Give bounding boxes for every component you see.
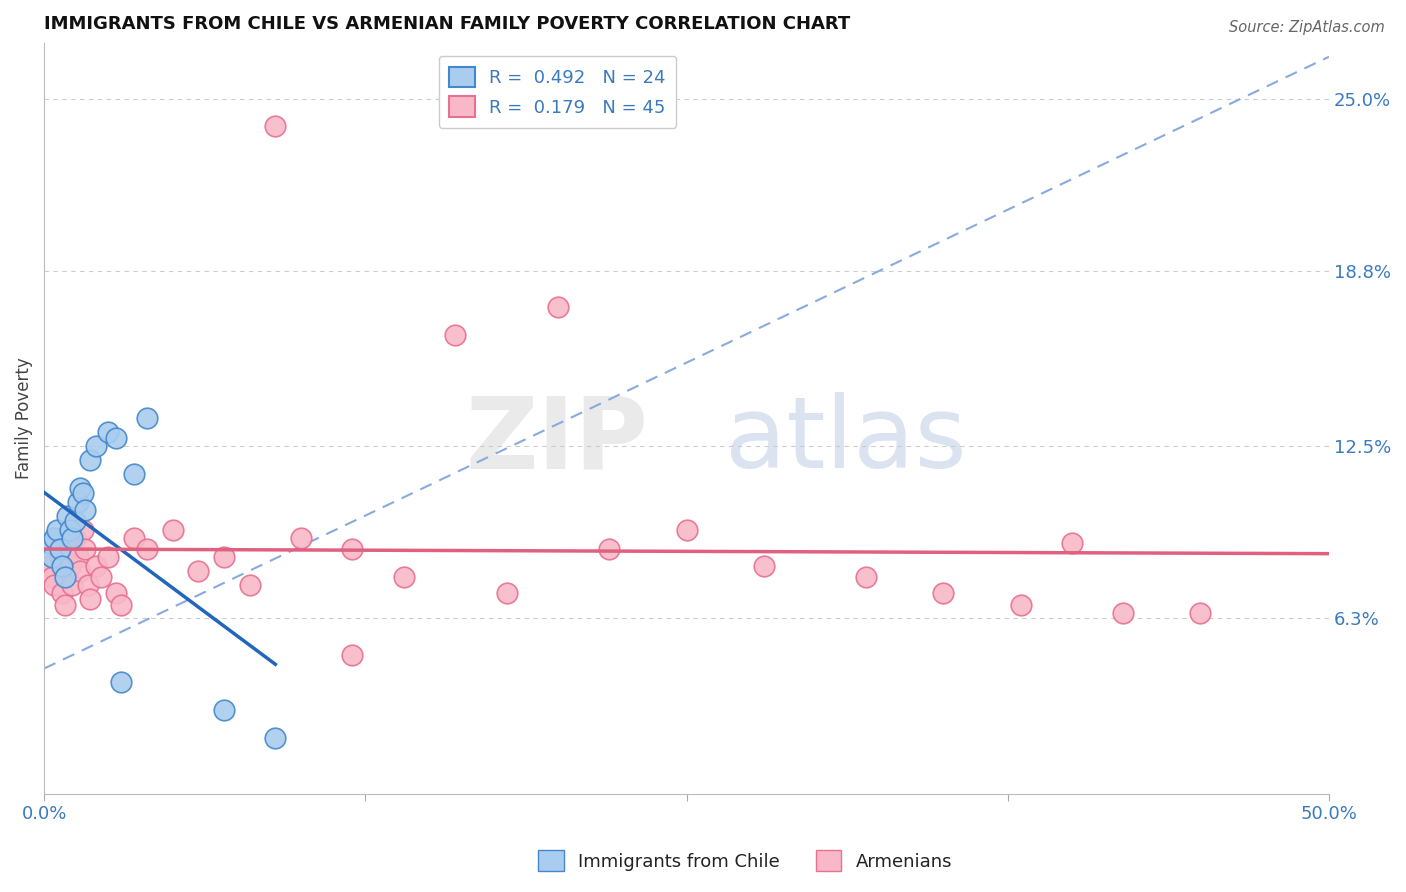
Point <box>105 431 128 445</box>
Point <box>212 550 235 565</box>
Point <box>264 120 287 134</box>
Point <box>1112 606 1135 620</box>
Y-axis label: Family Poverty: Family Poverty <box>15 358 32 479</box>
Point <box>122 467 145 481</box>
Point <box>79 592 101 607</box>
Point <box>264 731 287 745</box>
Point <box>110 675 132 690</box>
Point <box>239 578 262 592</box>
Point <box>162 523 184 537</box>
Point <box>547 300 569 314</box>
Point <box>41 550 63 565</box>
Point <box>53 598 76 612</box>
Point <box>97 550 120 565</box>
Text: Source: ZipAtlas.com: Source: ZipAtlas.com <box>1229 20 1385 35</box>
Legend: Immigrants from Chile, Armenians: Immigrants from Chile, Armenians <box>531 843 959 879</box>
Point <box>932 586 955 600</box>
Point <box>59 523 82 537</box>
Point <box>495 586 517 600</box>
Point <box>53 570 76 584</box>
Point <box>51 558 73 573</box>
Point <box>46 536 69 550</box>
Text: atlas: atlas <box>725 392 967 490</box>
Point <box>72 486 94 500</box>
Point <box>290 531 312 545</box>
Point <box>48 550 70 565</box>
Legend: R =  0.492   N = 24, R =  0.179   N = 45: R = 0.492 N = 24, R = 0.179 N = 45 <box>439 55 676 128</box>
Point <box>56 508 79 523</box>
Point <box>79 453 101 467</box>
Point <box>75 541 97 556</box>
Point <box>105 586 128 600</box>
Point <box>51 586 73 600</box>
Point <box>69 481 91 495</box>
Point <box>342 648 364 662</box>
Point <box>63 514 86 528</box>
Point <box>46 523 69 537</box>
Point <box>66 494 89 508</box>
Point <box>752 558 775 573</box>
Point <box>72 523 94 537</box>
Point <box>135 541 157 556</box>
Point <box>392 570 415 584</box>
Point <box>1189 606 1212 620</box>
Point <box>66 550 89 565</box>
Point <box>187 564 209 578</box>
Point <box>855 570 877 584</box>
Point <box>75 503 97 517</box>
Point <box>44 531 66 545</box>
Point <box>97 425 120 440</box>
Point <box>48 541 70 556</box>
Point <box>675 523 697 537</box>
Point <box>56 541 79 556</box>
Point <box>122 531 145 545</box>
Point <box>38 558 60 573</box>
Point <box>84 439 107 453</box>
Point <box>69 564 91 578</box>
Point <box>212 703 235 717</box>
Point <box>444 327 467 342</box>
Point <box>1010 598 1032 612</box>
Point <box>110 598 132 612</box>
Point <box>60 578 83 592</box>
Point <box>1060 536 1083 550</box>
Point <box>342 541 364 556</box>
Point <box>41 570 63 584</box>
Point <box>76 578 98 592</box>
Text: ZIP: ZIP <box>465 392 648 490</box>
Point <box>44 578 66 592</box>
Point <box>38 536 60 550</box>
Point <box>598 541 620 556</box>
Point <box>90 570 112 584</box>
Point <box>63 531 86 545</box>
Point <box>60 531 83 545</box>
Point <box>59 558 82 573</box>
Point <box>135 411 157 425</box>
Point <box>84 558 107 573</box>
Text: IMMIGRANTS FROM CHILE VS ARMENIAN FAMILY POVERTY CORRELATION CHART: IMMIGRANTS FROM CHILE VS ARMENIAN FAMILY… <box>44 15 851 33</box>
